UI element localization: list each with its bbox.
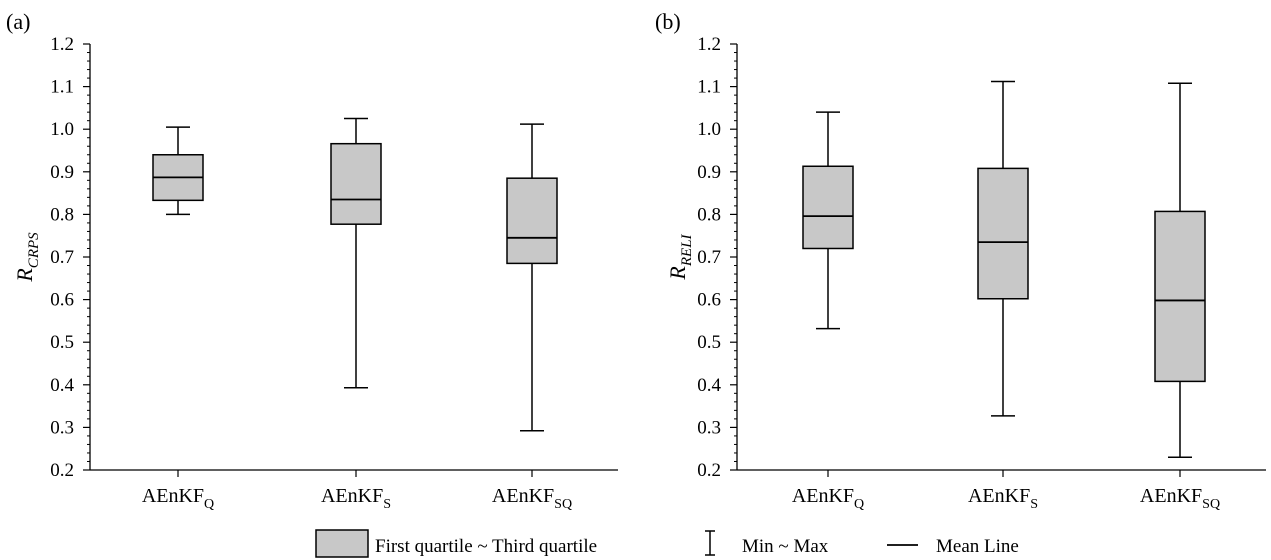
box-iqr (977, 167, 1029, 300)
y-tick-label: 0.4 (697, 375, 721, 396)
box-iqr (330, 142, 382, 225)
x-tick-label: AEnKFS (321, 485, 391, 512)
y-tick-label: 0.8 (697, 204, 721, 225)
y-tick-label: 0.6 (50, 290, 74, 311)
box-sq (1154, 82, 1206, 458)
y-axis-label: RRELI (665, 233, 695, 280)
x-tick-label: AEnKFSQ (1140, 485, 1220, 512)
y-tick-label: 0.3 (50, 417, 74, 438)
box-q (802, 111, 854, 330)
y-tick-label: 1.1 (697, 77, 721, 98)
y-tick-label: 1.2 (697, 34, 721, 55)
y-tick-label: 0.8 (50, 204, 74, 225)
box-s (330, 117, 382, 389)
box-iqr (506, 177, 558, 265)
y-tick-label: 0.9 (50, 162, 74, 183)
y-tick-label: 1.2 (50, 34, 74, 55)
legend-mean-label: Mean Line (936, 536, 1019, 557)
y-tick-label: 0.6 (697, 290, 721, 311)
y-axis-label: RCRPS (12, 232, 42, 283)
x-tick-label: AEnKFSQ (492, 485, 572, 512)
x-tick-label: AEnKFQ (142, 485, 214, 512)
panel-b: (b) RRELI 0.2 0.3 0.4 0.5 0.6 0.7 0.8 0.9 1.0 1.1 1.… (655, 9, 1266, 512)
y-tick-label: 0.9 (697, 162, 721, 183)
y-tick-label: 0.5 (697, 332, 721, 353)
box-q (152, 126, 204, 216)
y-tick-label: 0.3 (697, 417, 721, 438)
panel-label: (a) (6, 9, 30, 34)
y-tick-label: 0.2 (697, 460, 721, 481)
y-tick-label: 1.0 (50, 119, 74, 140)
panel-a: (a) RCRPS 0.2 0.3 0.4 0.5 0.6 0.7 0.8 0.9 1.0 1.1 1.… (6, 9, 618, 512)
legend-whisker-label: Min ~ Max (742, 536, 829, 557)
legend-whisker-icon (705, 530, 715, 556)
y-tick-label: 1.0 (697, 119, 721, 140)
y-tick-label: 0.7 (697, 247, 721, 268)
box-iqr (802, 165, 854, 250)
y-tick-label: 0.5 (50, 332, 74, 353)
box-iqr (1154, 210, 1206, 383)
x-tick-label: AEnKFQ (792, 485, 864, 512)
y-tick-label: 0.4 (50, 375, 74, 396)
y-tick-label: 1.1 (50, 77, 74, 98)
y-tick-label: 0.2 (50, 460, 74, 481)
box-s (977, 80, 1029, 417)
legend-box-swatch (315, 529, 369, 558)
y-tick-label: 0.7 (50, 247, 74, 268)
legend: First quartile ~ Third quartile Min ~ Ma… (315, 529, 1019, 558)
box-sq (506, 123, 558, 432)
x-tick-label: AEnKFS (968, 485, 1038, 512)
panel-label: (b) (655, 9, 681, 34)
legend-box-label: First quartile ~ Third quartile (375, 536, 597, 557)
